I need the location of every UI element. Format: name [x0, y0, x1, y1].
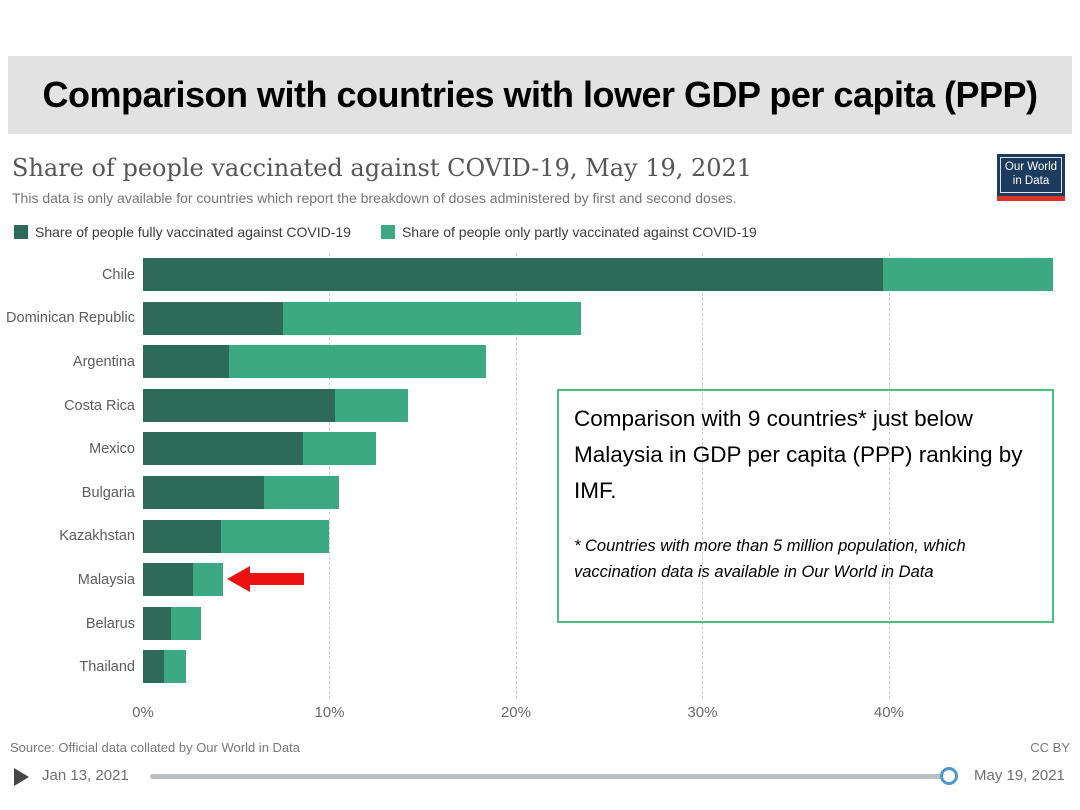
bar-fully-vaccinated-segment[interactable] — [143, 432, 304, 466]
legend: Share of people fully vaccinated against… — [14, 224, 757, 240]
bar-fully-vaccinated-segment[interactable] — [143, 519, 222, 553]
bar-fully-vaccinated-segment[interactable] — [143, 388, 336, 422]
bar-row: Mexico — [89, 427, 1053, 471]
owid-logo: Our World in Data — [997, 154, 1065, 201]
bar-stack[interactable] — [143, 563, 224, 597]
gridline — [702, 253, 704, 699]
legend-label: Share of people fully vaccinated against… — [35, 224, 351, 240]
bar-row: Chile — [102, 253, 1053, 297]
bar-partly-vaccinated-segment[interactable] — [282, 301, 582, 335]
country-label: Chile — [101, 266, 135, 283]
annotation-box: Comparison with 9 countries* just below … — [557, 389, 1054, 623]
legend-swatch — [14, 225, 28, 239]
legend-label: Share of people only partly vaccinated a… — [401, 224, 757, 240]
bar-fully-vaccinated-segment[interactable] — [143, 606, 171, 640]
gridline — [515, 253, 517, 699]
legend-item: Share of people only partly vaccinated a… — [380, 224, 757, 240]
timeline-start-date: Jan 13, 2021 — [42, 767, 129, 784]
timeline-end-date: May 19, 2021 — [974, 767, 1065, 784]
country-label: Malaysia — [77, 571, 135, 588]
bar-row: Thailand — [79, 645, 1053, 689]
bar-row: Costa Rica — [64, 384, 1053, 428]
bar-fully-vaccinated-segment[interactable] — [143, 258, 884, 291]
country-label: Bulgaria — [81, 484, 135, 501]
bar-stack[interactable] — [143, 388, 408, 422]
bar-stack[interactable] — [143, 258, 1053, 291]
bar-stack[interactable] — [143, 606, 201, 640]
annotation-footnote: * Countries with more than 5 million pop… — [574, 537, 966, 581]
bar-row: Malaysia — [78, 558, 1053, 602]
x-axis-tick-label: 10% — [314, 704, 345, 721]
country-label: Dominican Republic — [6, 310, 135, 327]
slide-title-band: Comparison with countries with lower GDP… — [8, 56, 1072, 134]
source-text: Source: Official data collated by Our Wo… — [10, 740, 300, 755]
bar-partly-vaccinated-segment[interactable] — [303, 432, 377, 466]
bar-partly-vaccinated-segment[interactable] — [170, 606, 201, 640]
plot-area: Chile Dominican Republic Argentina Costa Ri… — [6, 253, 1053, 699]
owid-logo-text: Our World in Data — [1000, 157, 1062, 193]
chart-title: Share of people vaccinated against COVID… — [12, 154, 753, 182]
bar-fully-vaccinated-segment[interactable] — [143, 301, 283, 335]
bar-partly-vaccinated-segment[interactable] — [883, 258, 1053, 291]
x-axis-tick-label: 40% — [873, 704, 904, 721]
bar-stack[interactable] — [143, 519, 330, 553]
chart-subtitle: This data is only available for countrie… — [12, 190, 737, 206]
bar-partly-vaccinated-segment[interactable] — [221, 519, 330, 553]
bar-stack[interactable] — [143, 432, 377, 466]
timeline: Jan 13, 2021 May 19, 2021 — [12, 765, 1070, 795]
annotation-main-text: Comparison with 9 countries* just below … — [574, 406, 1023, 503]
gridline — [888, 253, 890, 699]
x-axis-tick-label: 20% — [500, 704, 531, 721]
country-label: Costa Rica — [64, 397, 135, 414]
country-label: Thailand — [79, 659, 135, 676]
bar-row: Dominican Republic — [6, 297, 1053, 341]
x-axis-tick-label: 0% — [132, 704, 154, 721]
country-label: Belarus — [85, 615, 135, 632]
bar-partly-vaccinated-segment[interactable] — [228, 345, 487, 379]
bar-partly-vaccinated-segment[interactable] — [163, 650, 186, 684]
x-axis-tick-label: 30% — [687, 704, 718, 721]
owid-chart: Share of people vaccinated against COVID… — [6, 134, 1072, 806]
legend-item: Share of people fully vaccinated against… — [14, 224, 351, 240]
bar-row: Argentina — [73, 340, 1053, 384]
slide-title: Comparison with countries with lower GDP… — [42, 74, 1038, 115]
bar-fully-vaccinated-segment[interactable] — [143, 563, 194, 597]
arrow-shaft — [250, 573, 304, 585]
timeline-handle[interactable] — [940, 767, 958, 785]
bar-partly-vaccinated-segment[interactable] — [335, 388, 408, 422]
license-text[interactable]: CC BY — [1030, 740, 1070, 755]
bar-fully-vaccinated-segment[interactable] — [143, 345, 229, 379]
country-label: Mexico — [89, 441, 135, 458]
bar-partly-vaccinated-segment[interactable] — [193, 563, 224, 597]
bar-fully-vaccinated-segment[interactable] — [143, 650, 164, 684]
bar-row: Belarus — [86, 602, 1053, 646]
bar-stack[interactable] — [143, 345, 487, 379]
bar-fully-vaccinated-segment[interactable] — [143, 476, 265, 509]
country-label: Kazakhstan — [59, 528, 135, 545]
owid-logo-line2: in Data — [1012, 175, 1050, 187]
timeline-track[interactable] — [150, 774, 950, 779]
bar-row: Bulgaria — [82, 471, 1053, 515]
malaysia-arrow — [227, 566, 304, 592]
bar-stack[interactable] — [143, 476, 339, 509]
x-axis: 0% 10% 20% 30% 40% — [132, 704, 1053, 726]
bar-partly-vaccinated-segment[interactable] — [264, 476, 339, 509]
play-icon[interactable] — [14, 768, 29, 786]
arrow-head-icon — [227, 566, 250, 592]
owid-logo-line1: Our World — [1004, 161, 1058, 174]
footer: Source: Official data collated by Our Wo… — [10, 740, 1070, 755]
legend-swatch — [380, 225, 395, 239]
bar-stack[interactable] — [143, 650, 186, 684]
bar-stack[interactable] — [143, 301, 582, 335]
bar-row: Kazakhstan — [59, 515, 1053, 559]
country-label: Argentina — [72, 353, 135, 370]
owid-logo-red-bar — [997, 196, 1065, 201]
